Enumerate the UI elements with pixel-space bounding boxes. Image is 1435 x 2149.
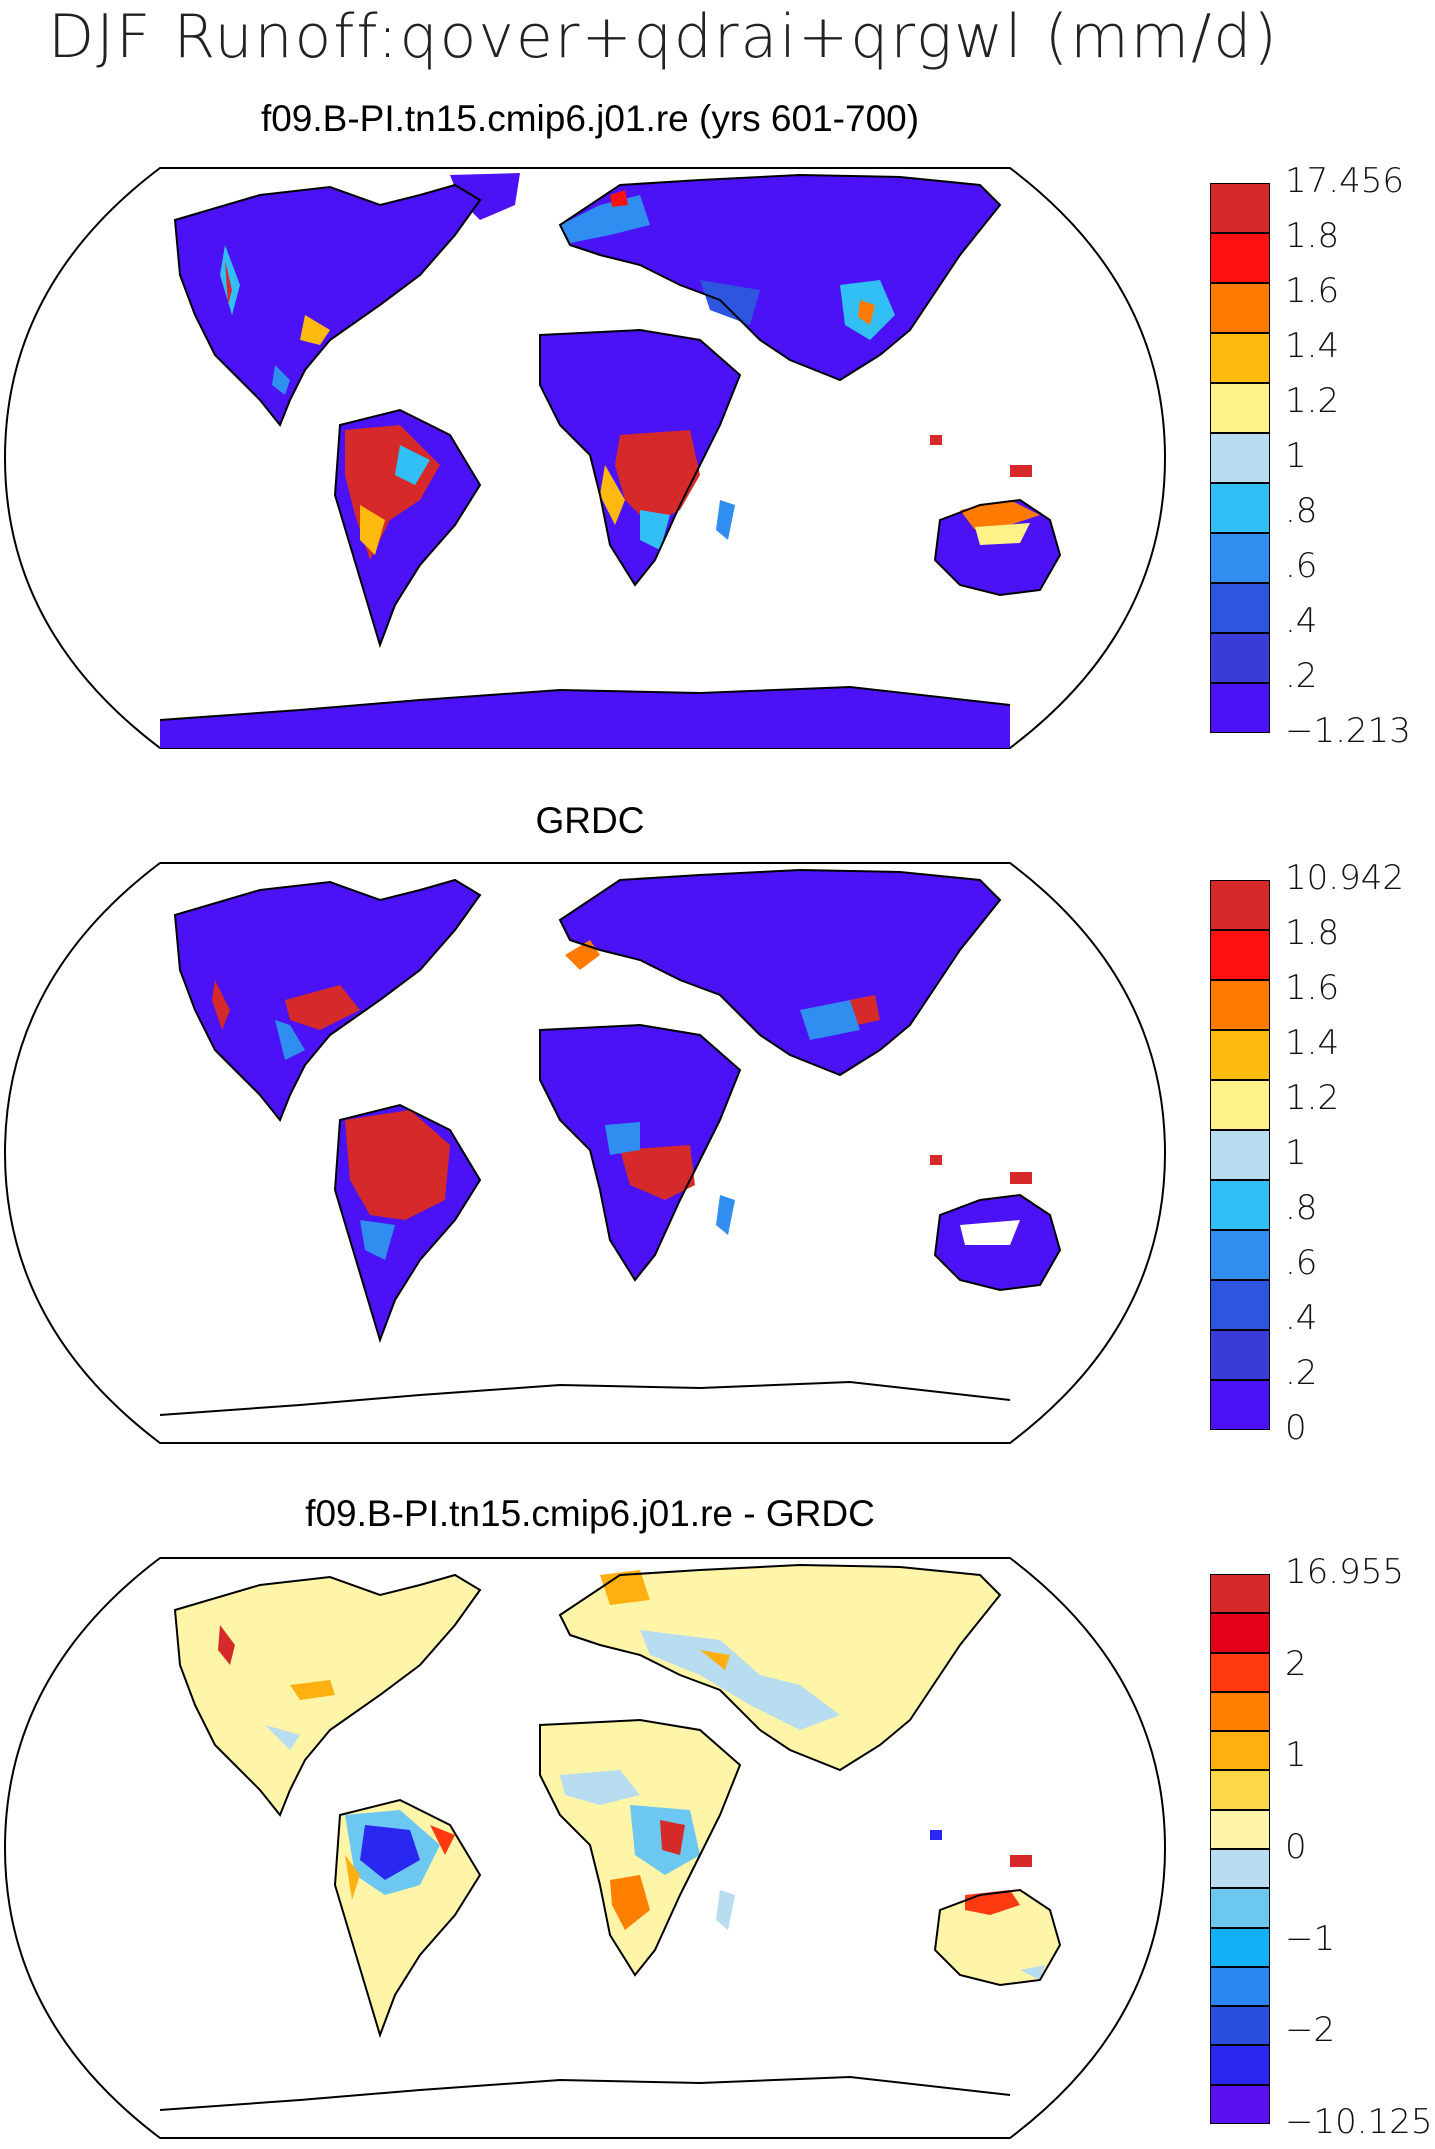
colorbar-segment: [1210, 1574, 1270, 1614]
australia: [935, 1890, 1060, 1985]
colorbar-segment: [1210, 2006, 1270, 2046]
colorbar-label: 1.6: [1285, 968, 1340, 1008]
colorbar-segment: [1210, 1613, 1270, 1653]
colorbar-label: −2: [1285, 2010, 1336, 2051]
colorbar-segment: [1210, 1130, 1270, 1180]
colorbar-label: 17.456: [1285, 161, 1404, 201]
colorbar-segment: [1210, 1966, 1270, 2007]
colorbar-label: −10.125: [1285, 2102, 1433, 2142]
colorbar-segment: [1210, 1030, 1270, 1080]
colorbar-label: .8: [1285, 1188, 1318, 1228]
colorbar-label: .6: [1285, 546, 1318, 586]
colorbar-segment: [1210, 533, 1270, 583]
panel-3-map: [3, 1557, 1167, 2139]
colorbar-label: .2: [1285, 656, 1318, 696]
colorbar-label: 1.6: [1285, 271, 1340, 311]
colorbar-segment: [1210, 1380, 1270, 1430]
panel-3-colorbar: 16.955 2 1 0 −1 −2 −10.125: [1210, 1552, 1432, 2142]
colorbar-label: 1: [1285, 436, 1307, 476]
colorbar-label: .4: [1285, 601, 1318, 641]
panel-1-map: [3, 167, 1167, 749]
colorbar-segment: [1210, 1809, 1270, 1849]
colorbar-segment: [1210, 283, 1270, 333]
colorbar-label: .2: [1285, 1353, 1318, 1393]
colorbar-label: 1.8: [1285, 216, 1340, 256]
colorbar-label: 1: [1285, 1735, 1307, 1776]
panel-3-title: f09.B-PI.tn15.cmip6.j01.re - GRDC: [305, 1493, 875, 1534]
colorbar-segment: [1210, 2084, 1270, 2124]
colorbar-label: 1.4: [1285, 1023, 1340, 1063]
north-america: [175, 185, 480, 425]
colorbar-segment: [1210, 980, 1270, 1030]
colorbar-segment: [1210, 880, 1270, 930]
colorbar-segment: [1210, 1330, 1270, 1380]
panel-1-colorbar: 17.456 1.8 1.6 1.4 1.2 1.8.6.4.2 −1.213: [1210, 161, 1411, 751]
colorbar-label: 0: [1285, 1408, 1307, 1448]
colorbar-label: 16.955: [1285, 1552, 1404, 1592]
colorbar-segment: [1210, 383, 1270, 433]
colorbar-label: 10.942: [1285, 858, 1404, 898]
colorbar-label: .6: [1285, 1243, 1318, 1283]
colorbar-segment: [1210, 433, 1270, 483]
colorbar-label: 1.2: [1285, 381, 1340, 421]
colorbar-segment: [1210, 583, 1270, 633]
colorbar-segment: [1210, 2045, 1270, 2085]
colorbar-label: 1.4: [1285, 326, 1340, 366]
colorbar-label: 1.8: [1285, 913, 1340, 953]
antarctica: [160, 687, 1010, 748]
colorbar-segment: [1210, 333, 1270, 383]
colorbar-label: 0: [1285, 1827, 1307, 1867]
colorbar-segment: [1210, 1888, 1270, 1928]
colorbar-segment: [1210, 1080, 1270, 1130]
colorbar-segment: [1210, 1770, 1270, 1810]
colorbar-label: 1.2: [1285, 1078, 1340, 1118]
colorbar-segment: [1210, 233, 1270, 283]
eurasia: [560, 870, 1000, 1075]
colorbar-segment: [1210, 1230, 1270, 1280]
colorbar-segment: [1210, 483, 1270, 533]
panel-2-colorbar: 10.942 1.8 1.6 1.4 1.2 1.8.6.4.2 0: [1210, 858, 1404, 1448]
colorbar-label: −1.213: [1285, 711, 1411, 751]
panel-2-title: GRDC: [535, 800, 645, 841]
panel-1-title: f09.B-PI.tn15.cmip6.j01.re (yrs 601-700): [260, 98, 920, 139]
panel-2-map: [3, 862, 1167, 1444]
colorbar-segment: [1210, 1180, 1270, 1230]
colorbar-segment: [1210, 683, 1270, 733]
colorbar-segment: [1210, 1731, 1270, 1771]
eurasia: [560, 175, 1000, 380]
colorbar-label: .8: [1285, 491, 1318, 531]
figure-title: DJF Runoff:qover+qdrai+qrgwl (mm/d): [48, 2, 1279, 72]
colorbar-label: .4: [1285, 1298, 1318, 1338]
colorbar-segment: [1210, 930, 1270, 980]
colorbar-label: 2: [1285, 1643, 1307, 1684]
colorbar-segment: [1210, 1927, 1270, 1967]
eurasia: [560, 1565, 1000, 1770]
colorbar-segment: [1210, 1652, 1270, 1692]
colorbar-label: 1: [1285, 1133, 1307, 1173]
greenland: [450, 173, 520, 220]
colorbar-label: −1: [1285, 1918, 1336, 1959]
colorbar-segment: [1210, 633, 1270, 683]
colorbar-segment: [1210, 183, 1270, 233]
colorbar-segment: [1210, 1280, 1270, 1330]
colorbar-segment: [1210, 1691, 1270, 1732]
colorbar-segment: [1210, 1849, 1270, 1889]
